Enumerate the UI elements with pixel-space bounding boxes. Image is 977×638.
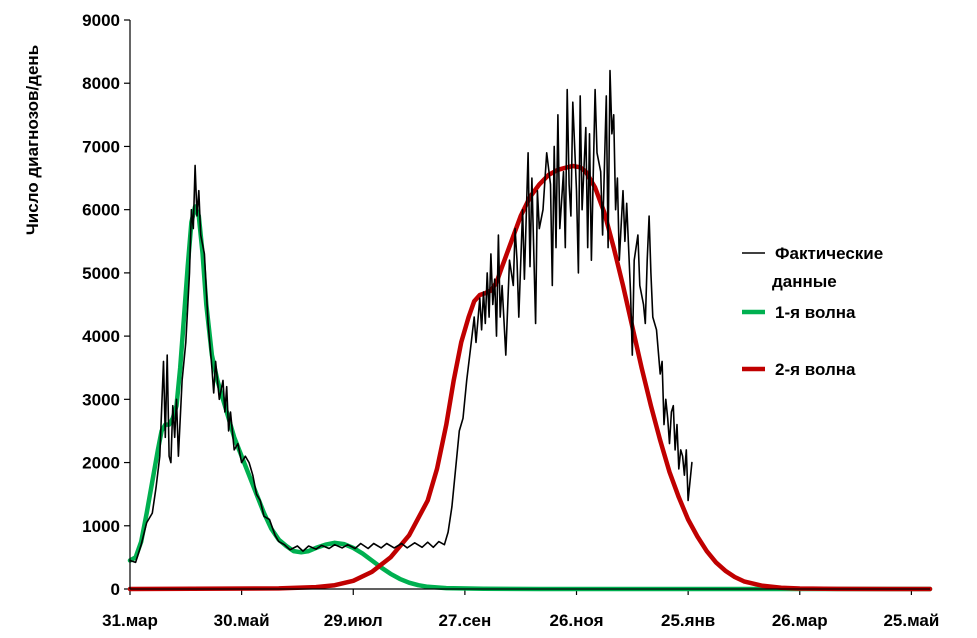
y-axis-title-text: Число диагнозов/день: [23, 45, 42, 235]
x-tick-label: 30.май: [214, 611, 270, 630]
y-tick-label: 1000: [82, 517, 120, 536]
y-axis-title: Число диагнозов/день: [23, 45, 42, 235]
y-tick-label: 3000: [82, 390, 120, 409]
legend-label-0: Фактические: [775, 244, 883, 263]
legend: Фактические данные 1-я волна 2-я волна: [742, 244, 883, 379]
x-tick-label: 26.ноя: [550, 611, 604, 630]
x-tick-label: 26.мар: [772, 611, 828, 630]
x-tick-label: 29.июл: [324, 611, 383, 630]
x-axis-ticks: 31.мар 30.май 29.июл 27.сен 26.ноя 25.янв 26.м…: [102, 589, 939, 630]
series-line-0: [129, 69, 693, 564]
y-tick-label: 9000: [82, 11, 120, 30]
axes: [129, 20, 930, 590]
legend-label-1: 1-я волна: [775, 303, 856, 322]
y-tick-label: 5000: [82, 264, 120, 283]
legend-label-0: данные: [772, 272, 837, 291]
x-tick-label: 31.мар: [102, 611, 158, 630]
y-tick-label: 8000: [82, 74, 120, 93]
series-line-2: [127, 163, 933, 592]
y-tick-label: 7000: [82, 137, 120, 156]
x-tick-label: 25.янв: [661, 611, 715, 630]
y-tick-label: 6000: [82, 201, 120, 220]
series-layer: [127, 69, 933, 592]
y-tick-label: 4000: [82, 327, 120, 346]
series-line-1: [127, 204, 933, 592]
y-tick-label: 0: [111, 580, 120, 599]
y-axis-ticks: 0 1000 2000 3000 4000 5000 6000 7000 8000 9000: [82, 11, 130, 599]
x-tick-label: 25.май: [883, 611, 939, 630]
legend-label-2: 2-я волна: [775, 360, 856, 379]
x-tick-label: 27.сен: [438, 611, 491, 630]
y-tick-label: 2000: [82, 454, 120, 473]
